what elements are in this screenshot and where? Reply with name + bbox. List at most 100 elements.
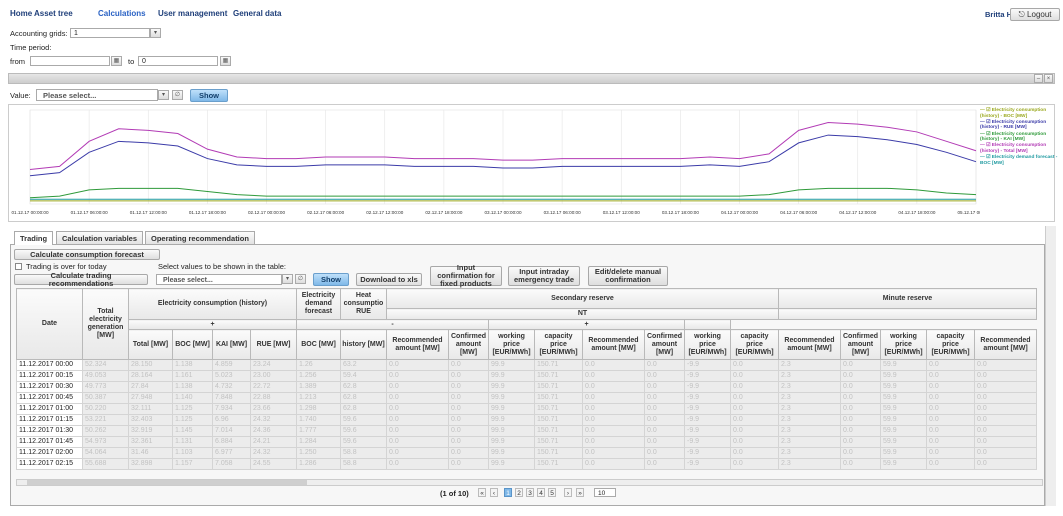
value-cell: -9.9 [684, 403, 731, 415]
value-cell: 0.0 [386, 370, 449, 382]
nav-link[interactable]: Calculations [98, 9, 146, 18]
clear-button[interactable]: ∅ [172, 90, 183, 100]
header[interactable]: Confirmed amount [MW] [448, 329, 489, 360]
scroll-thumb[interactable] [27, 480, 307, 485]
table-row[interactable]: 11.12.2017 01:30 50.262 32.919 1.145 7.014 24… [16, 425, 1037, 437]
table-row[interactable]: 11.12.2017 02:15 55.688 32.898 1.157 7.058 24… [16, 458, 1037, 470]
nav-link[interactable]: General data [233, 9, 282, 18]
header[interactable]: Date [16, 288, 83, 360]
show-button[interactable]: Show [190, 89, 228, 102]
value-cell: 1.740 [296, 414, 341, 426]
header[interactable]: BOC [MW] [296, 329, 341, 360]
page-button[interactable]: 5 [548, 488, 556, 497]
value-cell: 6.96 [212, 414, 251, 426]
value-cell: 1.286 [296, 458, 341, 470]
value-cell: 59.9 [880, 392, 927, 404]
checkbox[interactable] [15, 263, 22, 270]
page-first[interactable]: « [478, 488, 486, 497]
value-cell: 1.250 [296, 447, 341, 459]
edit-button[interactable]: Edit/delete manual confirmation [588, 266, 668, 286]
legend-item[interactable]: — ☑ Electricity consumption (history) - … [980, 108, 1062, 119]
header[interactable]: Confirmed amount [MW] [840, 329, 881, 360]
panel-minimize[interactable]: – [1034, 74, 1043, 83]
clear-button[interactable]: ∅ [295, 274, 306, 284]
tab[interactable]: Operating recommendation [145, 231, 255, 244]
calc-forecast-button[interactable]: Calculate consumption forecast [14, 249, 160, 260]
value-cell: 0.0 [974, 458, 1037, 470]
page-button[interactable]: 2 [515, 488, 523, 497]
table-row[interactable]: 11.12.2017 00:15 49.053 28.164 1.161 5.023 23… [16, 370, 1037, 382]
header[interactable]: BOC [MW] [172, 329, 213, 360]
select-arrow[interactable]: ▾ [158, 90, 169, 100]
intraday-button[interactable]: Input intraday emergency trade [508, 266, 580, 286]
x-tick-label: 03.12.17 18:00:00 [662, 210, 699, 215]
nav-link[interactable]: Home [10, 9, 33, 18]
legend-item[interactable]: — ☑ Electricity demand forecast - BOC [M… [980, 155, 1062, 166]
value-cell: 1.103 [172, 447, 213, 459]
from-input[interactable] [30, 56, 110, 66]
to-input[interactable]: 0 [138, 56, 218, 66]
nav-link[interactable]: User management [158, 9, 228, 18]
header[interactable]: Recommended amount [MW] [778, 329, 841, 360]
tab[interactable]: Trading [14, 231, 54, 245]
header[interactable]: KAI [MW] [212, 329, 251, 360]
legend-item[interactable]: — ☑ Electricity consumption (history) - … [980, 132, 1062, 143]
page-last[interactable]: » [576, 488, 584, 497]
header[interactable]: capacity price [EUR/MWh] [534, 329, 583, 360]
header[interactable]: RUE [MW] [250, 329, 297, 360]
vertical-scrollbar[interactable] [1045, 226, 1056, 506]
header[interactable]: history [MW] [340, 329, 387, 360]
table-row[interactable]: 11.12.2017 02:00 54.064 31.46 1.103 6.977 24.… [16, 447, 1037, 459]
header: Heat consumptio RUE [340, 288, 387, 320]
header[interactable]: working price [EUR/MWh] [880, 329, 927, 360]
page-button[interactable]: 4 [537, 488, 545, 497]
header[interactable]: Recommended amount [MW] [386, 329, 449, 360]
confirm-button[interactable]: Input confirmation for fixed products [430, 264, 502, 288]
header[interactable]: Total [MW] [128, 329, 173, 360]
show-button[interactable]: Show [313, 273, 349, 286]
header[interactable]: Recommended amount [MW] [974, 329, 1037, 360]
header: Minute reserve [778, 288, 1037, 309]
value-select[interactable]: Please select... [36, 89, 158, 101]
select-arrow[interactable]: ▾ [150, 28, 161, 38]
x-tick-label: 01.12.17 12:00:00 [130, 210, 167, 215]
value-cell: 63.2 [340, 359, 387, 371]
table-row[interactable]: 11.12.2017 01:15 53.221 32.403 1.125 6.96 24.… [16, 414, 1037, 426]
value-cell: 1.125 [172, 403, 213, 415]
nav-link[interactable]: Asset tree [34, 9, 73, 18]
header[interactable]: working price [EUR/MWh] [684, 329, 731, 360]
header[interactable]: Recommended amount [MW] [582, 329, 645, 360]
header[interactable]: capacity price [EUR/MWh] [730, 329, 779, 360]
legend-label: Electricity consumption (history) - BOC … [980, 108, 1047, 119]
per-page-select[interactable]: 10 [594, 488, 616, 497]
panel-close[interactable]: × [1044, 74, 1053, 83]
header[interactable]: Confirmed amount [MW] [644, 329, 685, 360]
accounting-select[interactable]: 1 [70, 28, 150, 38]
calendar-button[interactable]: ▦ [111, 56, 122, 66]
values-select[interactable]: Please select... [156, 274, 282, 285]
calendar-button[interactable]: ▦ [220, 56, 231, 66]
value-cell: 0.0 [926, 414, 975, 426]
header[interactable]: working price [EUR/MWh] [488, 329, 535, 360]
x-tick-label: 01.12.17 00:00:00 [11, 210, 48, 215]
table-row[interactable]: 11.12.2017 01:45 54.973 32.361 1.131 6.884 24… [16, 436, 1037, 448]
horizontal-scrollbar[interactable] [16, 479, 1043, 486]
page-next[interactable]: › [564, 488, 572, 497]
tab[interactable]: Calculation variables [56, 231, 144, 244]
header[interactable]: Total electricity generation [MW] [82, 288, 129, 360]
table-row[interactable]: 11.12.2017 00:00 52.324 28.150 1.138 4.859 23… [16, 359, 1037, 371]
table-row[interactable]: 11.12.2017 01:00 50.220 32.111 1.125 7.934 23… [16, 403, 1037, 415]
page-button[interactable]: 1 [504, 488, 512, 497]
calc-reco-button[interactable]: Calculate trading recommendations [14, 271, 148, 287]
page-button[interactable]: 3 [526, 488, 534, 497]
download-button[interactable]: Download to xls [356, 273, 422, 286]
header[interactable]: capacity price [EUR/MWh] [926, 329, 975, 360]
logout-button[interactable]: ⎋ Logout [1010, 8, 1060, 21]
value-cell: 2.3 [778, 392, 841, 404]
table-row[interactable]: 11.12.2017 00:45 50.387 27.948 1.140 7.848 22… [16, 392, 1037, 404]
select-arrow[interactable]: ▾ [282, 274, 293, 284]
page-prev[interactable]: ‹ [490, 488, 498, 497]
legend-item[interactable]: — ☑ Electricity consumption (history) - … [980, 143, 1062, 154]
legend-item[interactable]: — ☑ Electricity consumption (history) - … [980, 120, 1062, 131]
table-row[interactable]: 11.12.2017 00:30 49.773 27.84 1.138 4.732 22.… [16, 381, 1037, 393]
